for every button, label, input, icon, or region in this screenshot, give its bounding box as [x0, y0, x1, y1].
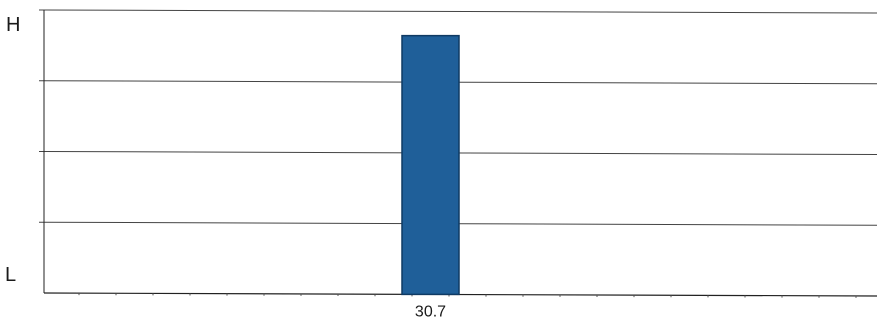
x-axis-line [43, 292, 877, 297]
gridline [43, 9, 877, 14]
x-tick-label: 30.7 [415, 303, 446, 320]
gridline [43, 80, 877, 85]
x-tick-labels: 30.7 [415, 303, 446, 320]
axes [39, 9, 877, 298]
y-axis-high-label: H [6, 14, 20, 36]
gridline [43, 221, 877, 226]
y-axis-low-label: L [5, 264, 16, 286]
bar [401, 34, 460, 296]
bars [401, 34, 460, 296]
gridline [43, 151, 877, 155]
gridlines [43, 9, 877, 226]
